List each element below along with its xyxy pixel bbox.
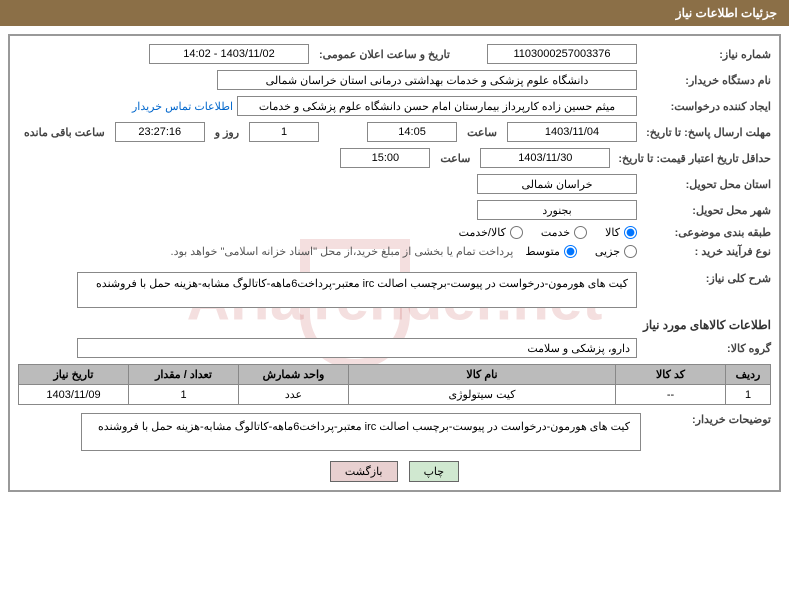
purchase-note: پرداخت تمام یا بخشی از مبلغ خرید،از محل … [171,245,522,258]
print-button[interactable]: چاپ [409,461,460,482]
back-button[interactable]: بازگشت [330,461,398,482]
category-radio-group: کالا خدمت کالا/خدمت [459,226,637,239]
field-buyer-notes: کیت های هورمون-درخواست در پیوست-برچسب اص… [81,413,641,451]
field-need-desc: کیت های هورمون-درخواست در پیوست-برچسب اص… [77,272,637,308]
field-city: بجنورد [477,200,637,220]
radio-minor[interactable] [624,245,637,258]
panel-header: جزئیات اطلاعات نیاز [0,0,789,26]
cell-code: -- [616,385,726,405]
radio-both[interactable] [510,226,523,239]
field-province: خراسان شمالی [477,174,637,194]
field-need-no: 1103000257003376 [487,44,637,64]
buyer-contact-link[interactable]: اطلاعات تماس خریدار [132,100,233,113]
th-unit: واحد شمارش [239,365,349,385]
radio-goods[interactable] [624,226,637,239]
radio-item-minor[interactable]: جزیی [595,245,637,258]
label-goods-group: گروه کالا: [641,342,771,355]
label-reply-deadline: مهلت ارسال پاسخ: تا تاریخ: [641,126,771,139]
details-panel: شماره نیاز: 1103000257003376 تاریخ و ساع… [8,34,781,492]
field-reply-time: 14:05 [367,122,457,142]
label-purchase-type: نوع فرآیند خرید : [641,245,771,258]
label-need-desc: شرح کلی نیاز: [641,272,771,285]
th-date: تاریخ نیاز [19,365,129,385]
field-validity-time: 15:00 [340,148,430,168]
items-section-title: اطلاعات کالاهای مورد نیاز [18,318,771,332]
th-qty: تعداد / مقدار [129,365,239,385]
cell-unit: عدد [239,385,349,405]
field-validity-date: 1403/11/30 [480,148,610,168]
th-code: کد کالا [616,365,726,385]
label-min-validity: حداقل تاریخ اعتبار قیمت: تا تاریخ: [614,152,771,165]
purchase-type-radio-group: جزیی متوسط [525,245,637,258]
label-remaining: ساعت باقی مانده [18,126,111,139]
field-days-left: 1 [249,122,319,142]
th-name: نام کالا [349,365,616,385]
cell-row: 1 [726,385,771,405]
cell-name: کیت سیتولوژی [349,385,616,405]
panel-title: جزئیات اطلاعات نیاز [676,6,777,20]
label-days-and: روز و [209,126,245,139]
radio-item-goods[interactable]: کالا [605,226,637,239]
label-hour-1: ساعت [461,126,503,139]
label-announce-dt: تاریخ و ساعت اعلان عمومی: [313,48,483,61]
radio-item-service[interactable]: خدمت [541,226,587,239]
field-goods-group: دارو، پزشکی و سلامت [77,338,637,358]
label-hour-2: ساعت [434,152,476,165]
field-time-left: 23:27:16 [115,122,205,142]
label-requester: ایجاد کننده درخواست: [641,100,771,113]
label-province: استان محل تحویل: [641,178,771,191]
field-buyer-org: دانشگاه علوم پزشکی و خدمات بهداشتی درمان… [217,70,637,90]
field-announce-dt: 1403/11/02 - 14:02 [149,44,309,64]
label-buyer-org: نام دستگاه خریدار: [641,74,771,87]
table-row: 1 -- کیت سیتولوژی عدد 1 1403/11/09 [19,385,771,405]
cell-qty: 1 [129,385,239,405]
label-category: طبقه بندی موضوعی: [641,226,771,239]
cell-date: 1403/11/09 [19,385,129,405]
th-row: ردیف [726,365,771,385]
radio-medium[interactable] [564,245,577,258]
items-table: ردیف کد کالا نام کالا واحد شمارش تعداد /… [18,364,771,405]
label-buyer-notes: توضیحات خریدار: [641,413,771,426]
radio-item-both[interactable]: کالا/خدمت [459,226,523,239]
radio-item-medium[interactable]: متوسط [525,245,577,258]
radio-service[interactable] [574,226,587,239]
label-need-no: شماره نیاز: [641,48,771,61]
label-city: شهر محل تحویل: [641,204,771,217]
field-reply-date: 1403/11/04 [507,122,637,142]
field-requester: میثم حسین زاده کارپرداز بیمارستان امام ح… [237,96,637,116]
footer-buttons: چاپ بازگشت [18,461,771,482]
